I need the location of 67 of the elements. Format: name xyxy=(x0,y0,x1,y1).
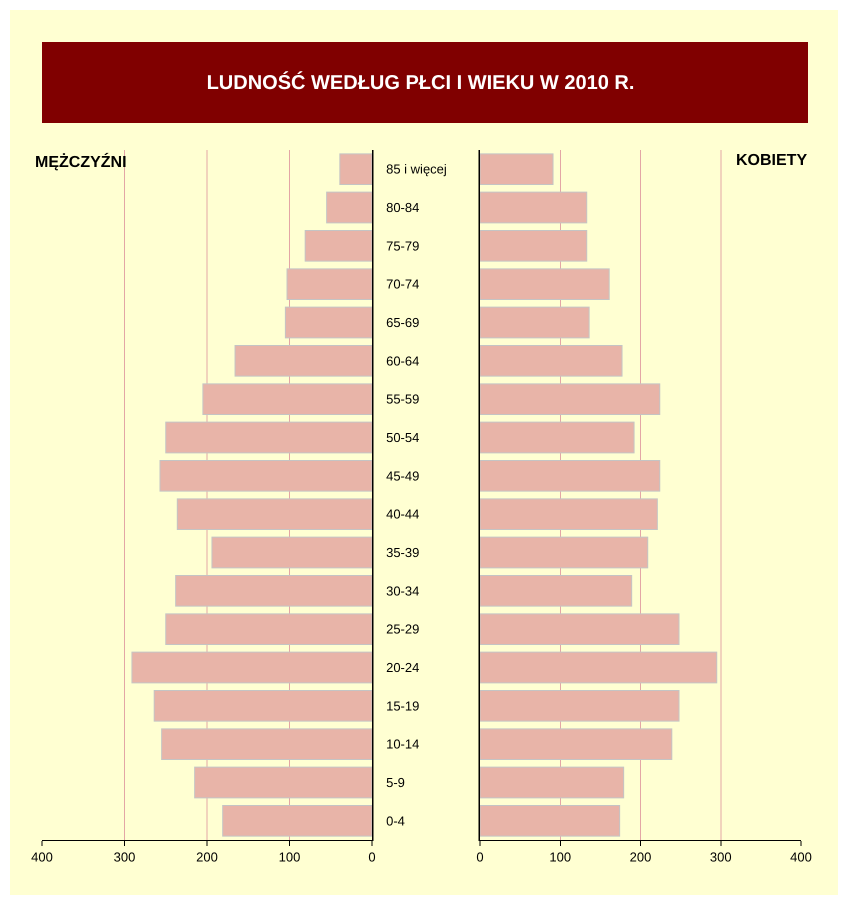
bar xyxy=(222,805,372,837)
bar xyxy=(165,422,372,454)
bar xyxy=(480,613,680,645)
y-tick-label: 65-69 xyxy=(386,315,420,330)
x-tick-label: 300 xyxy=(114,850,136,865)
bar xyxy=(480,536,648,568)
bar xyxy=(480,345,623,377)
y-tick-label: 0-4 xyxy=(386,813,405,828)
bar xyxy=(480,230,588,262)
bar xyxy=(194,766,372,798)
x-tick-label: 100 xyxy=(549,850,572,865)
bar xyxy=(161,728,372,760)
bar xyxy=(480,498,658,530)
text: MĘŻCZYŹNI xyxy=(35,152,127,171)
bar xyxy=(326,192,372,224)
bar xyxy=(480,690,680,722)
y-tick-label: 50-54 xyxy=(386,430,420,446)
bar xyxy=(480,422,635,454)
text: KOBIETY xyxy=(736,152,808,169)
bar xyxy=(480,766,624,798)
bar xyxy=(175,575,372,607)
bar xyxy=(154,690,372,722)
x-tick-label: 400 xyxy=(790,850,812,865)
bar xyxy=(284,306,372,338)
bar xyxy=(480,728,672,760)
y-tick-label: 20-24 xyxy=(386,660,420,676)
bar xyxy=(480,268,610,300)
x-tick-label: 0 xyxy=(368,850,376,865)
bar xyxy=(480,652,718,684)
x-tick-label: 300 xyxy=(710,850,732,865)
y-tick-label: 45-49 xyxy=(386,468,420,484)
bar xyxy=(176,498,372,530)
bar xyxy=(480,575,632,607)
bar xyxy=(480,306,590,338)
bar xyxy=(480,153,554,185)
bar xyxy=(165,613,372,645)
y-tick-label: 55-59 xyxy=(386,392,420,407)
bar xyxy=(480,805,620,837)
bar xyxy=(480,383,660,415)
bar xyxy=(211,536,372,568)
bar xyxy=(480,192,588,224)
x-tick-label: 200 xyxy=(196,850,218,865)
y-tick-label: 25-29 xyxy=(386,622,420,637)
x-tick-label: 200 xyxy=(630,850,652,865)
bar xyxy=(286,268,372,300)
bar xyxy=(202,383,372,415)
bar xyxy=(480,460,660,492)
bar xyxy=(131,652,372,684)
y-tick-label: 15-19 xyxy=(386,698,420,714)
bar xyxy=(339,153,372,185)
y-tick-label: 35-39 xyxy=(386,545,420,560)
bar xyxy=(304,230,372,262)
y-tick-label: 70-74 xyxy=(386,276,420,292)
y-tick-label: 30-34 xyxy=(386,583,420,598)
y-tick-label: 60-64 xyxy=(386,353,420,368)
y-tick-label: 75-79 xyxy=(386,238,420,254)
y-tick-label: 80-84 xyxy=(386,200,420,216)
text: LUDNOŚĆ WEDŁUG PŁCI I WIEKU W 2010 R. xyxy=(206,71,634,94)
bar xyxy=(159,460,372,492)
y-tick-label: 5-9 xyxy=(386,775,405,790)
x-tick-label: 400 xyxy=(31,850,53,865)
x-tick-label: 100 xyxy=(278,850,300,865)
x-tick-label: 0 xyxy=(476,850,484,865)
y-tick-label: 40-44 xyxy=(386,506,420,522)
bar xyxy=(234,345,372,377)
y-tick-label: 10-14 xyxy=(386,736,420,752)
y-tick-label: 85 i więcej xyxy=(386,162,447,177)
